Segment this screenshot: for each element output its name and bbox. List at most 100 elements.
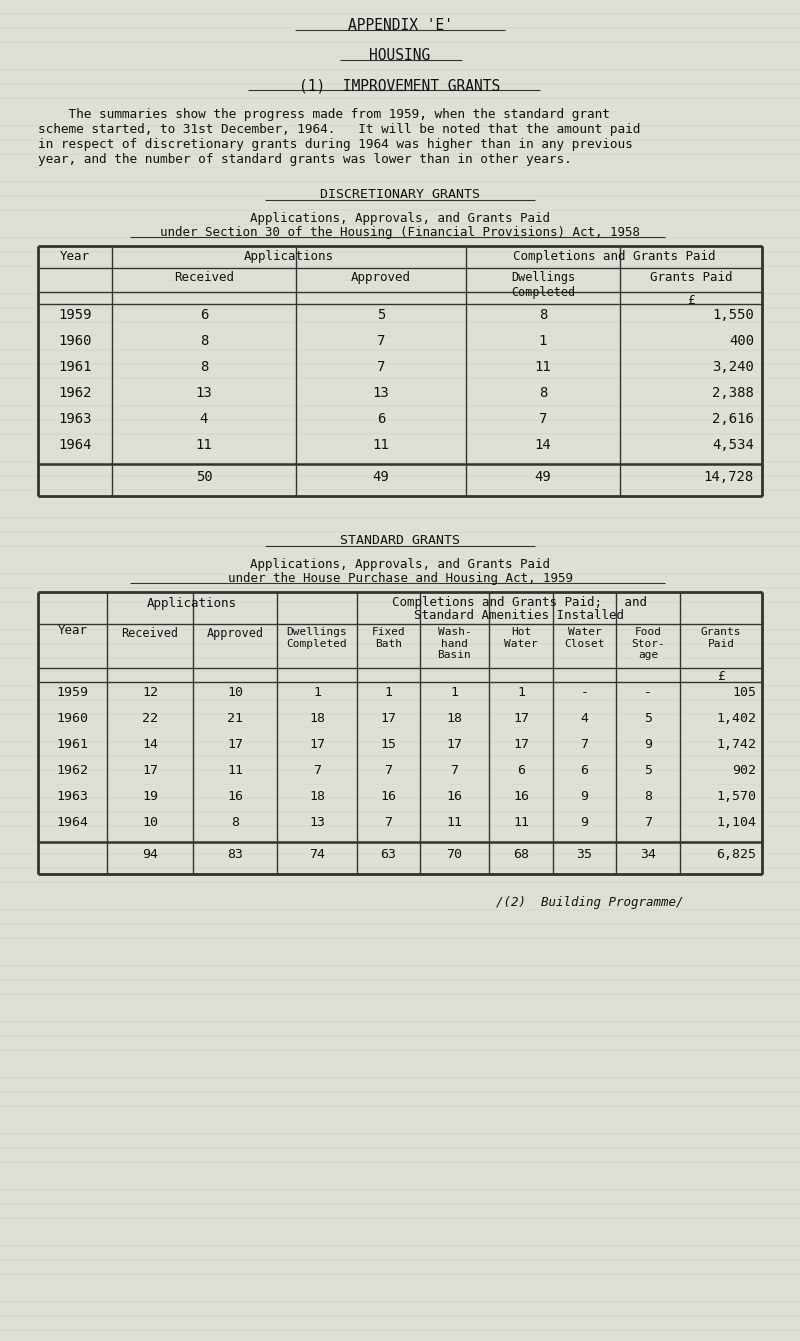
Text: 1,570: 1,570	[716, 790, 756, 803]
Text: Wash-
hand
Basin: Wash- hand Basin	[438, 628, 471, 660]
Text: 400: 400	[729, 334, 754, 349]
Text: 8: 8	[644, 790, 652, 803]
Text: 2,388: 2,388	[712, 386, 754, 400]
Text: 11: 11	[196, 439, 212, 452]
Text: Standard Amenities Installed: Standard Amenities Installed	[414, 609, 625, 622]
Text: 17: 17	[142, 764, 158, 776]
Text: 35: 35	[577, 848, 593, 861]
Text: 8: 8	[231, 817, 239, 829]
Text: Approved: Approved	[351, 271, 411, 284]
Text: -: -	[581, 687, 589, 699]
Text: Completions and Grants Paid: Completions and Grants Paid	[513, 249, 715, 263]
Text: 2,616: 2,616	[712, 412, 754, 426]
Text: Fixed
Bath: Fixed Bath	[372, 628, 406, 649]
Text: 1: 1	[539, 334, 547, 349]
Text: 1960: 1960	[58, 334, 92, 349]
Text: 13: 13	[196, 386, 212, 400]
Text: 11: 11	[373, 439, 390, 452]
Text: Year: Year	[58, 624, 87, 637]
Text: DISCRETIONARY GRANTS: DISCRETIONARY GRANTS	[320, 188, 480, 201]
Text: 7: 7	[450, 764, 458, 776]
Text: 7: 7	[377, 334, 385, 349]
Text: 16: 16	[446, 790, 462, 803]
Text: 13: 13	[373, 386, 390, 400]
Text: 8: 8	[539, 308, 547, 322]
Text: 11: 11	[513, 817, 529, 829]
Text: Food
Stor-
age: Food Stor- age	[631, 628, 665, 660]
Text: Grants
Paid: Grants Paid	[701, 628, 742, 649]
Text: 6,825: 6,825	[716, 848, 756, 861]
Text: 49: 49	[534, 469, 551, 484]
Text: 10: 10	[227, 687, 243, 699]
Text: 16: 16	[381, 790, 397, 803]
Text: under the House Purchase and Housing Act, 1959: under the House Purchase and Housing Act…	[227, 573, 573, 585]
Text: 14,728: 14,728	[704, 469, 754, 484]
Text: under Section 30 of the Housing (Financial Provisions) Act, 1958: under Section 30 of the Housing (Financi…	[160, 227, 640, 239]
Text: 15: 15	[381, 738, 397, 751]
Text: 8: 8	[539, 386, 547, 400]
Text: 18: 18	[309, 790, 325, 803]
Text: 14: 14	[142, 738, 158, 751]
Text: STANDARD GRANTS: STANDARD GRANTS	[340, 534, 460, 547]
Text: 4: 4	[200, 412, 208, 426]
Text: Dwellings
Completed: Dwellings Completed	[286, 628, 347, 649]
Text: 16: 16	[227, 790, 243, 803]
Text: Approved: Approved	[206, 628, 263, 640]
Text: 7: 7	[385, 764, 393, 776]
Text: 11: 11	[227, 764, 243, 776]
Text: Hot
Water: Hot Water	[504, 628, 538, 649]
Text: 1,402: 1,402	[716, 712, 756, 725]
Text: 49: 49	[373, 469, 390, 484]
Text: 14: 14	[534, 439, 551, 452]
Text: 12: 12	[142, 687, 158, 699]
Text: 4: 4	[581, 712, 589, 725]
Text: 17: 17	[309, 738, 325, 751]
Text: 1: 1	[450, 687, 458, 699]
Text: 1962: 1962	[57, 764, 89, 776]
Text: 1964: 1964	[58, 439, 92, 452]
Text: 6: 6	[581, 764, 589, 776]
Text: 68: 68	[513, 848, 529, 861]
Text: 8: 8	[200, 334, 208, 349]
Text: 1959: 1959	[57, 687, 89, 699]
Text: 11: 11	[446, 817, 462, 829]
Text: 18: 18	[309, 712, 325, 725]
Text: (1)  IMPROVEMENT GRANTS: (1) IMPROVEMENT GRANTS	[299, 78, 501, 93]
Text: Dwellings
Completed: Dwellings Completed	[511, 271, 575, 299]
Text: 1961: 1961	[57, 738, 89, 751]
Text: 1: 1	[385, 687, 393, 699]
Text: 1960: 1960	[57, 712, 89, 725]
Text: Applications, Approvals, and Grants Paid: Applications, Approvals, and Grants Paid	[250, 212, 550, 225]
Text: 1,550: 1,550	[712, 308, 754, 322]
Text: 1964: 1964	[57, 817, 89, 829]
Text: 21: 21	[227, 712, 243, 725]
Text: 11: 11	[534, 359, 551, 374]
Text: 1,104: 1,104	[716, 817, 756, 829]
Text: 7: 7	[313, 764, 321, 776]
Text: 17: 17	[381, 712, 397, 725]
Text: HOUSING: HOUSING	[370, 48, 430, 63]
Text: 10: 10	[142, 817, 158, 829]
Text: -: -	[644, 687, 652, 699]
Text: 18: 18	[446, 712, 462, 725]
Text: £: £	[687, 294, 694, 307]
Text: 13: 13	[309, 817, 325, 829]
Text: 1961: 1961	[58, 359, 92, 374]
Text: 17: 17	[446, 738, 462, 751]
Text: 9: 9	[581, 817, 589, 829]
Text: 6: 6	[517, 764, 525, 776]
Text: Water
Closet: Water Closet	[564, 628, 605, 649]
Text: 16: 16	[513, 790, 529, 803]
Text: 6: 6	[377, 412, 385, 426]
Text: The summaries show the progress made from 1959, when the standard grant
scheme s: The summaries show the progress made fro…	[38, 109, 640, 166]
Text: 7: 7	[581, 738, 589, 751]
Text: 4,534: 4,534	[712, 439, 754, 452]
Text: Received: Received	[174, 271, 234, 284]
Text: 9: 9	[581, 790, 589, 803]
Text: 34: 34	[640, 848, 656, 861]
Text: 1: 1	[313, 687, 321, 699]
Text: 1963: 1963	[57, 790, 89, 803]
Text: 7: 7	[539, 412, 547, 426]
Text: 63: 63	[381, 848, 397, 861]
Text: Completions and Grants Paid;   and: Completions and Grants Paid; and	[392, 595, 647, 609]
